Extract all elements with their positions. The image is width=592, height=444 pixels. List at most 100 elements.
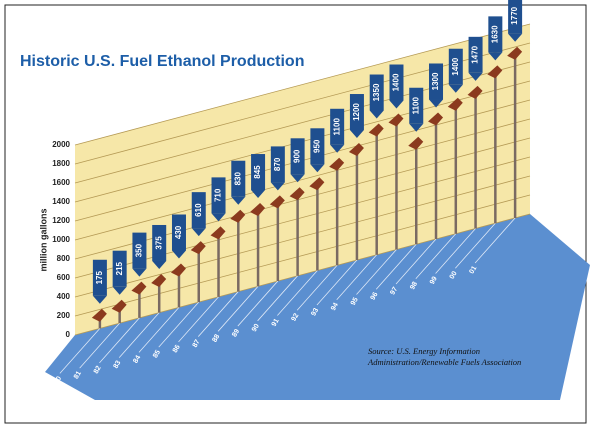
nozzle	[428, 112, 444, 126]
value-label: 950	[312, 139, 321, 153]
value-label: 830	[233, 172, 242, 186]
x-tick-label: 90	[251, 323, 261, 333]
x-tick-label: 01	[468, 265, 478, 275]
nozzle	[467, 85, 483, 99]
x-tick-label: 94	[330, 302, 340, 312]
source-note: Source: U.S. Energy Information Administr…	[367, 346, 521, 367]
value-label: 900	[293, 149, 302, 163]
floor-line	[178, 296, 219, 343]
value-label: 430	[174, 225, 183, 239]
y-tick-label: 600	[57, 273, 71, 282]
value-label-box	[488, 16, 503, 53]
grid-line	[74, 137, 531, 260]
floor-line	[356, 249, 397, 295]
value-label-box	[429, 63, 444, 100]
value-label-box	[152, 224, 167, 261]
value-label-box	[310, 128, 325, 165]
value-label-box	[191, 192, 206, 229]
grid-line	[74, 175, 531, 298]
value-label-arrow	[349, 130, 364, 139]
floor	[45, 214, 590, 400]
floor-line	[435, 228, 476, 274]
value-label: 710	[214, 188, 223, 202]
value-label-arrow	[508, 33, 523, 42]
nozzle	[309, 177, 325, 191]
value-label-box	[290, 138, 305, 175]
floor-line	[296, 265, 338, 311]
value-label: 350	[135, 243, 144, 257]
value-label: 215	[115, 261, 124, 275]
value-label-arrow	[409, 123, 424, 132]
floor-line	[336, 254, 378, 301]
nozzle	[408, 136, 424, 150]
value-label: 610	[194, 203, 203, 217]
value-label-box	[389, 64, 404, 101]
x-tick-label: 85	[152, 349, 162, 359]
grid-line	[74, 213, 531, 336]
nozzle	[111, 299, 127, 313]
y-tick-label: 800	[57, 254, 71, 263]
x-tick-label: 95	[350, 296, 360, 306]
y-tick-label: 1000	[52, 235, 70, 244]
floor-line	[217, 286, 259, 332]
value-label-box	[171, 214, 186, 251]
frame	[4, 4, 587, 424]
value-label-box	[349, 94, 364, 131]
floor-line	[455, 222, 496, 269]
floor-line	[99, 317, 140, 364]
x-tick-label: 83	[113, 360, 123, 370]
value-label-arrow	[92, 295, 107, 304]
nozzle	[151, 273, 167, 287]
y-tick-label: 200	[57, 311, 71, 320]
nozzle	[348, 143, 364, 157]
x-tick-label: 89	[231, 328, 241, 338]
value-label-arrow	[468, 72, 483, 81]
floor-line	[415, 233, 457, 279]
floor-line	[474, 217, 516, 264]
value-label-box	[369, 74, 384, 111]
floor-line	[277, 270, 318, 316]
value-label: 1350	[372, 83, 381, 101]
value-label-box	[508, 0, 523, 34]
floor-line	[395, 238, 437, 285]
y-tick-label: 400	[57, 292, 71, 301]
y-tick-label: 1200	[52, 216, 70, 225]
nozzle	[190, 241, 206, 255]
value-label: 1630	[490, 25, 499, 43]
value-label: 1400	[392, 73, 401, 91]
x-tick-label: 99	[429, 275, 439, 285]
value-label-arrow	[152, 260, 167, 269]
nozzle	[487, 65, 503, 79]
value-label-arrow	[251, 190, 266, 199]
floor-line	[375, 243, 417, 290]
nozzle	[210, 226, 226, 240]
y-tick-label: 1400	[52, 197, 70, 206]
value-label-box	[270, 146, 285, 183]
x-tick-label: 86	[172, 344, 182, 354]
value-label-box	[211, 177, 226, 214]
value-label: 1400	[451, 57, 460, 75]
nozzle	[269, 195, 285, 209]
value-label-arrow	[290, 174, 305, 183]
value-label-box	[409, 87, 424, 124]
value-label-arrow	[448, 84, 463, 93]
value-label-arrow	[429, 99, 444, 108]
y-tick-label: 1600	[52, 178, 70, 187]
x-tick-label: 98	[409, 281, 419, 291]
x-tick-label: 88	[211, 333, 221, 343]
value-label-box	[112, 250, 127, 287]
nozzle	[230, 209, 246, 223]
y-tick-label: 1800	[52, 159, 70, 168]
value-label-arrow	[488, 52, 503, 61]
grid-line	[74, 194, 531, 317]
nozzle	[131, 281, 147, 295]
x-tick-label: 92	[290, 312, 300, 322]
value-label: 1200	[352, 103, 361, 121]
floor-line	[158, 301, 200, 348]
value-label-box	[132, 232, 147, 269]
value-label-arrow	[369, 110, 384, 119]
value-label-arrow	[231, 196, 246, 205]
floor-line	[138, 307, 180, 353]
value-label: 375	[154, 236, 163, 250]
source-line: Source: U.S. Energy Information	[368, 346, 480, 356]
